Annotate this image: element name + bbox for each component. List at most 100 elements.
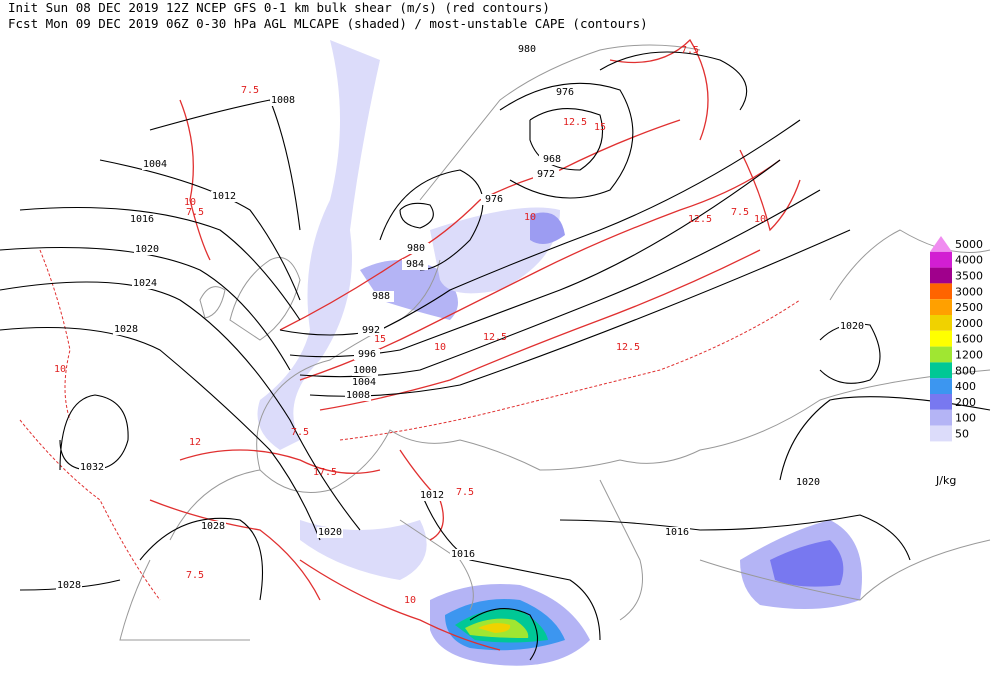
legend-swatch	[930, 378, 952, 394]
header-line: Init Sun 08 DEC 2019 12Z NCEP GFS 0-1 km…	[8, 0, 550, 15]
shear-label: 12.5	[688, 214, 712, 225]
isobar-label: 1016	[665, 527, 689, 538]
isobar-label: 980	[407, 243, 425, 254]
legend-swatch	[930, 299, 952, 315]
isobar-label: 1028	[201, 521, 225, 532]
legend-swatch	[930, 315, 952, 331]
legend-label: 3000	[955, 285, 983, 298]
legend-label: 800	[955, 364, 976, 377]
legend-label: 4000	[955, 254, 983, 267]
isobar-label-bg	[142, 159, 168, 170]
isobar-label-bg	[539, 154, 565, 165]
isobar-label: 984	[406, 259, 424, 270]
isobar-label: 1012	[212, 191, 236, 202]
isobar-label-bg	[113, 324, 139, 335]
isobar-label: 1016	[130, 214, 154, 225]
isobar-label: 1016	[451, 549, 475, 560]
isobar-label-bg	[200, 521, 226, 532]
shear-label: 12.5	[616, 342, 640, 353]
shear-label: 7.5	[681, 45, 699, 56]
legend-label: 1600	[955, 333, 983, 346]
isobar-label: 1012	[420, 490, 444, 501]
legend-label: 400	[955, 380, 976, 393]
legend-swatch	[930, 394, 952, 410]
legend-label: 200	[955, 396, 976, 409]
isobar-label: 1008	[271, 95, 295, 106]
isobar-label-bg	[134, 244, 160, 255]
shear-label: 10	[184, 197, 196, 208]
isobar-label: 976	[556, 87, 574, 98]
legend-swatch	[930, 267, 952, 284]
legend-swatch	[930, 362, 952, 379]
isobar-label-bg	[533, 169, 559, 180]
legend-swatch	[930, 346, 952, 363]
legend-label: 50	[955, 428, 969, 441]
isobar-label: 1032	[80, 462, 104, 473]
isobar-label-bg	[56, 580, 82, 591]
legend-swatch	[930, 425, 952, 442]
isobar-label: 972	[537, 169, 555, 180]
shear-label: 10	[754, 214, 766, 225]
isobar-label-bg	[664, 527, 690, 538]
isobar-label-bg	[402, 259, 428, 270]
legend-swatch	[930, 409, 952, 426]
legend-label: 100	[955, 412, 976, 425]
legend-swatch	[930, 283, 952, 300]
shear-label: 17.5	[313, 467, 337, 478]
isobar-label: 1020	[135, 244, 159, 255]
isobar-label-bg	[354, 349, 380, 360]
isobar-label-bg	[270, 95, 296, 106]
shear-label: 12	[189, 437, 201, 448]
header-line: Fcst Mon 09 DEC 2019 06Z 0-30 hPa AGL ML…	[8, 16, 648, 31]
isobar-label: 976	[485, 194, 503, 205]
shear-label: 10	[54, 364, 66, 375]
isobar-label: 1008	[346, 390, 370, 401]
legend-label: 5000	[955, 238, 983, 251]
shear-contours	[19, 38, 801, 651]
isobar-label-bg	[211, 191, 237, 202]
shear-label: 10	[404, 595, 416, 606]
legend-unit: J/kg	[935, 474, 956, 487]
shear-label: 15	[374, 334, 386, 345]
isobar-label: 1000	[353, 365, 377, 376]
isobar-label: 1020	[796, 477, 820, 488]
legend-label: 2000	[955, 317, 983, 330]
isobar-label: 1020	[318, 527, 342, 538]
coastlines	[119, 44, 991, 641]
legend-swatch	[930, 330, 952, 347]
cape-shading	[257, 40, 862, 666]
legend-swatch	[930, 236, 952, 252]
shear-label: 10	[434, 342, 446, 353]
isobar-label: 1024	[133, 278, 157, 289]
isobar-label-bg	[368, 291, 394, 302]
isobar-label: 980	[518, 44, 536, 55]
isobar-label-bg	[514, 44, 540, 55]
shear-label: 12.5	[563, 117, 587, 128]
legend-label: 3500	[955, 270, 983, 283]
shear-label: 7.5	[456, 487, 474, 498]
isobar-label-bg	[552, 87, 578, 98]
shear-label: 7.5	[731, 207, 749, 218]
isobar-label-bg	[403, 243, 429, 254]
isobar-label-bg	[132, 278, 158, 289]
isobar-label: 1020	[840, 321, 864, 332]
isobar-label: 992	[362, 325, 380, 336]
isobar-label: 1028	[57, 580, 81, 591]
isobar-label-bg	[352, 365, 378, 376]
isobar-label-bg	[351, 377, 377, 388]
isobar-label-bg	[317, 527, 343, 538]
isobar-label-bg	[358, 325, 384, 336]
shear-label: 7.5	[186, 570, 204, 581]
isobar-label-bg	[419, 490, 445, 501]
isobar-label: 968	[543, 154, 561, 165]
legend-swatch	[930, 251, 952, 268]
isobar-label-bg	[129, 214, 155, 225]
isobar-label-bg	[481, 194, 507, 205]
isobar-label: 988	[372, 291, 390, 302]
isobar-label-bg	[79, 462, 105, 473]
isobar-label-bg	[839, 321, 865, 332]
isobar-label: 1004	[143, 159, 167, 170]
